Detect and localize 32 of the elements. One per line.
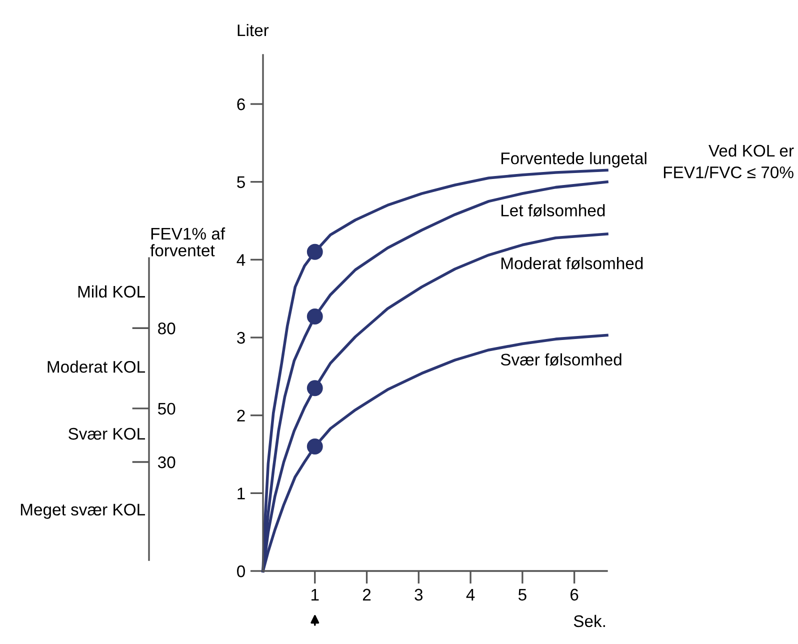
point [306,308,323,324]
point [306,244,323,260]
x-tick-label: 2 [362,588,371,600]
y-tick-label: 6 [237,98,245,110]
y2-tick-label: 50 [158,402,176,415]
text: Meget svær KOL [20,504,146,519]
y-tick-label: 5 [237,176,245,188]
text: Mild KOL [78,285,146,298]
x-tick-label: 6 [570,588,578,601]
y-tick-label: 4 [236,254,246,266]
point [306,380,323,396]
y2-axis-title: FEV1% af forventet [150,227,226,256]
series-label: Let følsomhed [501,204,605,217]
point [306,438,323,454]
series-label: Svær følsomhed [500,353,622,366]
y-tick-label: 1 [238,488,245,500]
y-tick-label: 3 [237,332,245,344]
text: Moderat KOL [48,360,146,373]
x-tick-label: 3 [414,588,423,601]
y-tick-label: 2 [237,410,245,422]
text: Ved KOL er FEV1/FVC ≤ 70% [664,144,794,178]
y-tick-label: 0 [237,565,245,578]
x-tick-label: 4 [466,588,475,600]
x-tick-label: 1 [312,588,319,600]
y2-tick-label: 80 [158,322,176,334]
x-tick-label: 5 [518,588,526,601]
y2-tick-label: 30 [158,456,176,468]
y-axis-title: Liter [238,24,269,36]
x-axis-title: Sek. [574,614,605,628]
series-label: Moderat følsomhed [501,257,643,270]
series-label: Forventede lungetal [501,152,646,168]
text: Svær KOL [68,428,146,440]
